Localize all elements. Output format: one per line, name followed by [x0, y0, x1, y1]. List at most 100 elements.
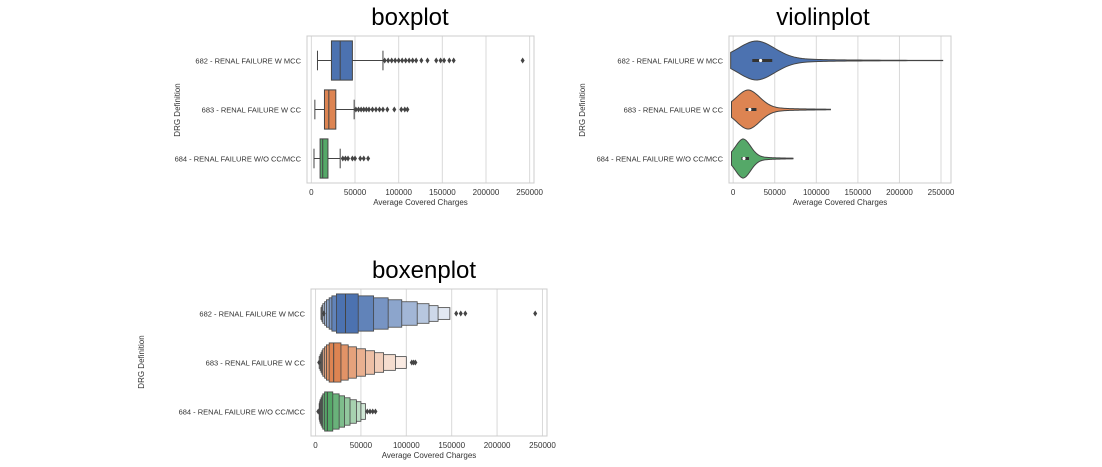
outlier-point: [321, 310, 326, 317]
outlier-point: [533, 310, 538, 317]
plot-frame: [310, 288, 548, 437]
y-tick-label: 682 - RENAL FAILURE W MCC: [195, 57, 301, 66]
outlier-point: [410, 57, 415, 64]
outlier-point: [340, 155, 345, 162]
outlier-point: [402, 106, 407, 113]
outlier-point: [316, 408, 321, 415]
outlier-point: [393, 57, 398, 64]
outlier-point: [370, 408, 375, 415]
boxplot-title: boxplot: [371, 4, 449, 31]
outlier-point: [373, 106, 378, 113]
x-axis-label: Average Covered Charges: [373, 198, 468, 207]
violinplot-title: violinplot: [776, 4, 870, 31]
x-axis-label: Average Covered Charges: [793, 198, 888, 207]
outlier-point: [414, 57, 419, 64]
outlier-point: [425, 57, 430, 64]
x-tick-label: 50000: [350, 441, 373, 450]
outlier-point: [396, 57, 401, 64]
x-tick-label: 200000: [473, 188, 500, 197]
outlier-point: [407, 57, 412, 64]
boxen-level: [324, 391, 334, 432]
outlier-point: [419, 57, 424, 64]
x-tick-label: 50000: [344, 188, 367, 197]
outlier-point: [361, 155, 366, 162]
y-tick-label: 684 - RENAL FAILURE W/O CC/MCC: [175, 155, 302, 164]
box: [319, 138, 329, 179]
outlier-point: [447, 57, 452, 64]
boxen-level: [328, 342, 342, 383]
outlier-point: [356, 106, 361, 113]
outlier-point: [405, 106, 410, 113]
x-tick-label: 0: [309, 188, 314, 197]
x-tick-label: 200000: [484, 441, 511, 450]
outlier-point: [399, 106, 404, 113]
outlier-point: [392, 106, 397, 113]
x-tick-label: 150000: [845, 188, 872, 197]
outlier-point: [451, 57, 456, 64]
boxen-level: [336, 293, 359, 334]
x-tick-label: 100000: [385, 188, 412, 197]
outlier-point: [382, 57, 387, 64]
outlier-point: [365, 408, 370, 415]
y-tick-label: 682 - RENAL FAILURE W MCC: [617, 57, 723, 66]
y-axis-label: DRG Definition: [137, 335, 146, 388]
outlier-point: [438, 57, 443, 64]
outlier-point: [385, 106, 390, 113]
outlier-point: [361, 106, 366, 113]
outlier-point: [358, 155, 363, 162]
outlier-point: [434, 57, 439, 64]
x-tick-label: 0: [731, 188, 736, 197]
outlier-point: [403, 57, 408, 64]
outlier-point: [520, 57, 525, 64]
outlier-point: [353, 106, 358, 113]
x-tick-label: 250000: [529, 441, 556, 450]
x-tick-label: 200000: [886, 188, 913, 197]
boxenplot-title: boxenplot: [371, 257, 477, 284]
x-tick-label: 150000: [438, 441, 465, 450]
outlier-point: [364, 106, 369, 113]
y-tick-label: 683 - RENAL FAILURE W CC: [624, 106, 724, 115]
outlier-point: [368, 408, 372, 415]
plot-frame: [728, 35, 952, 184]
x-tick-label: 100000: [393, 441, 420, 450]
y-axis-label: DRG Definition: [173, 83, 182, 136]
outlier-point: [400, 57, 405, 64]
outlier-point: [370, 106, 375, 113]
outlier-point: [317, 359, 322, 366]
outlier-point: [343, 155, 348, 162]
outlier-point: [413, 359, 418, 366]
outlier-point: [386, 57, 391, 64]
outlier-point: [380, 106, 385, 113]
outlier-point: [346, 155, 351, 162]
box: [323, 89, 337, 130]
outlier-point: [366, 106, 371, 113]
outlier-point: [353, 155, 358, 162]
violin-median-point: [742, 156, 746, 161]
x-tick-label: 100000: [803, 188, 830, 197]
y-tick-label: 684 - RENAL FAILURE W/O CC/MCC: [597, 155, 724, 164]
outlier-point: [454, 310, 459, 317]
outlier-point: [373, 408, 378, 415]
y-tick-label: 683 - RENAL FAILURE W CC: [206, 359, 306, 368]
outlier-point: [442, 57, 447, 64]
y-tick-label: 684 - RENAL FAILURE W/O CC/MCC: [179, 408, 306, 417]
violin-median-point: [748, 107, 752, 112]
violin-body: [730, 89, 831, 130]
x-tick-label: 50000: [764, 188, 787, 197]
outlier-point: [377, 106, 382, 113]
x-tick-label: 150000: [429, 188, 456, 197]
outlier-point: [366, 155, 371, 162]
x-tick-label: 250000: [516, 188, 543, 197]
outlier-point: [463, 310, 468, 317]
y-tick-label: 682 - RENAL FAILURE W MCC: [199, 310, 305, 319]
outlier-point: [458, 310, 463, 317]
violin-body: [730, 138, 794, 179]
x-axis-label: Average Covered Charges: [382, 451, 477, 460]
outlier-point: [350, 155, 355, 162]
violin-median-point: [758, 58, 763, 63]
violin-body: [730, 40, 944, 81]
outlier-point: [389, 57, 394, 64]
